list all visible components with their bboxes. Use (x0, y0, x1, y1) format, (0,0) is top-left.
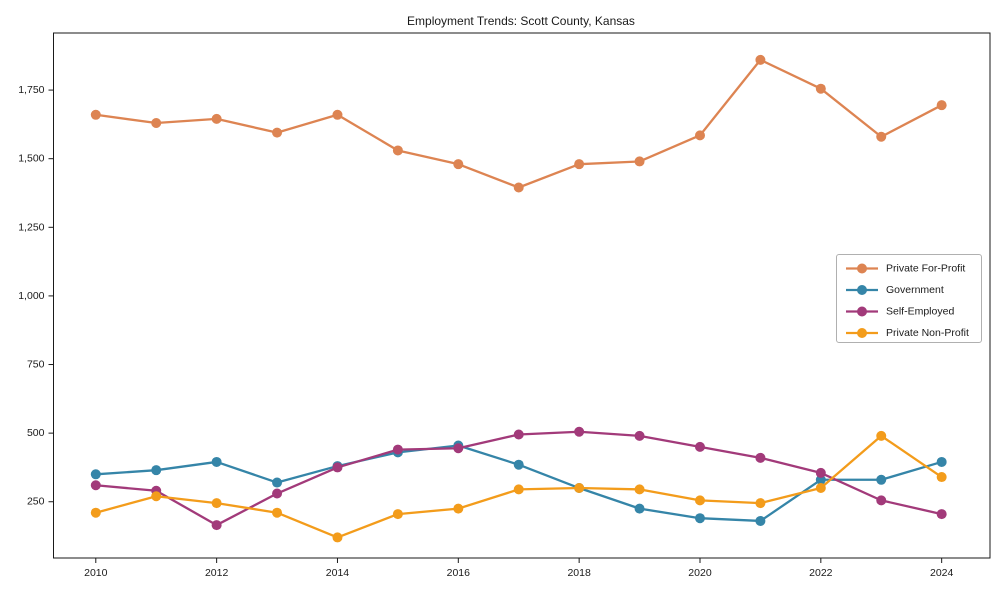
data-point-private-non-profit-2010 (90, 507, 101, 518)
x-tick-label: 2010 (84, 567, 108, 579)
legend-marker-government (857, 285, 867, 295)
data-point-self-employed-2013 (272, 488, 283, 499)
data-point-government-2022 (815, 474, 826, 485)
x-tick-label: 2012 (205, 567, 229, 579)
data-point-self-employed-2012 (211, 520, 222, 531)
x-tick-label: 2024 (930, 567, 954, 579)
plot-area: 250 500 750 1,000 1,250 1,500 1,750 2010 2012 201… (18, 32, 991, 579)
data-point-self-employed-2017 (513, 429, 524, 440)
data-point-self-employed-2024 (936, 509, 947, 520)
data-point-private-for-profit-2015 (392, 145, 403, 156)
x-tick-label: 2022 (809, 567, 833, 579)
y-tick-label: 250 (27, 496, 45, 508)
data-point-government-2021 (755, 515, 766, 526)
data-point-self-employed-2018 (574, 426, 585, 437)
chart-title: Employment Trends: Scott County, Kansas (407, 14, 635, 28)
data-point-government-2011 (151, 465, 162, 476)
x-tick-label: 2014 (326, 567, 350, 579)
data-point-private-for-profit-2024 (936, 100, 947, 111)
data-point-self-employed-2023 (876, 495, 887, 506)
y-tick-label: 500 (27, 427, 45, 439)
data-point-government-2020 (694, 513, 705, 524)
data-point-government-2013 (272, 477, 283, 488)
data-point-private-non-profit-2024 (936, 472, 947, 483)
data-point-private-for-profit-2012 (211, 113, 222, 124)
data-point-private-non-profit-2021 (755, 498, 766, 509)
data-point-private-non-profit-2013 (272, 507, 283, 518)
data-point-government-2024 (936, 456, 947, 467)
data-point-private-for-profit-2011 (151, 118, 162, 129)
data-point-private-non-profit-2019 (634, 484, 645, 495)
data-point-government-2017 (513, 459, 524, 470)
data-point-private-for-profit-2016 (453, 159, 464, 170)
data-point-private-for-profit-2018 (574, 159, 585, 170)
legend-label-self-employed: Self-Employed (886, 306, 954, 318)
data-point-self-employed-2010 (90, 480, 101, 491)
data-point-private-for-profit-2020 (694, 130, 705, 141)
legend-marker-private-non-profit (857, 328, 867, 338)
legend-label-private-non-profit: Private Non-Profit (886, 327, 969, 339)
legend-box (836, 254, 982, 343)
series-line-self-employed (94, 430, 943, 527)
data-point-self-employed-2014 (332, 462, 343, 473)
data-point-government-2023 (876, 474, 887, 485)
data-point-private-non-profit-2011 (151, 491, 162, 502)
y-tick-label: 750 (27, 359, 45, 371)
legend-marker-private-for-profit (857, 263, 867, 274)
data-point-private-for-profit-2019 (634, 156, 645, 167)
data-point-private-non-profit-2023 (876, 430, 887, 441)
data-point-private-for-profit-2010 (90, 109, 101, 120)
x-tick-label: 2016 (447, 567, 471, 579)
data-point-government-2019 (634, 503, 645, 514)
y-tick-label: 1,000 (18, 290, 44, 302)
data-point-private-non-profit-2015 (392, 509, 403, 520)
data-point-private-non-profit-2014 (332, 532, 343, 543)
data-point-private-for-profit-2017 (513, 182, 524, 193)
data-point-private-for-profit-2021 (755, 54, 766, 65)
data-point-private-non-profit-2022 (815, 483, 826, 494)
data-point-self-employed-2016 (453, 443, 464, 454)
data-point-government-2012 (211, 456, 222, 467)
legend-label-private-for-profit: Private For-Profit (886, 263, 965, 275)
data-point-private-non-profit-2016 (453, 503, 464, 514)
data-point-government-2010 (90, 469, 101, 480)
data-point-private-for-profit-2023 (876, 131, 887, 142)
data-point-private-for-profit-2014 (332, 109, 343, 120)
x-tick-label: 2018 (567, 567, 591, 579)
series-line-government (94, 444, 943, 523)
y-tick-label: 1,500 (18, 153, 44, 165)
y-tick-label: 1,250 (18, 221, 44, 233)
data-point-private-for-profit-2022 (815, 83, 826, 94)
legend-marker-self-employed (857, 306, 867, 317)
series-line-private-for-profit (94, 58, 943, 189)
data-point-private-non-profit-2020 (694, 495, 705, 506)
data-point-self-employed-2020 (694, 441, 705, 452)
legend-label-government: Government (886, 284, 944, 296)
data-point-self-employed-2022 (815, 467, 826, 478)
data-point-self-employed-2015 (392, 444, 403, 455)
data-point-self-employed-2021 (755, 452, 766, 463)
data-point-private-for-profit-2013 (272, 127, 283, 138)
y-tick-label: 1,750 (18, 84, 44, 96)
x-tick-label: 2020 (688, 567, 712, 579)
data-point-private-non-profit-2012 (211, 498, 222, 509)
data-point-self-employed-2019 (634, 430, 645, 441)
data-point-private-non-profit-2018 (574, 483, 585, 494)
data-point-private-non-profit-2017 (513, 484, 524, 495)
